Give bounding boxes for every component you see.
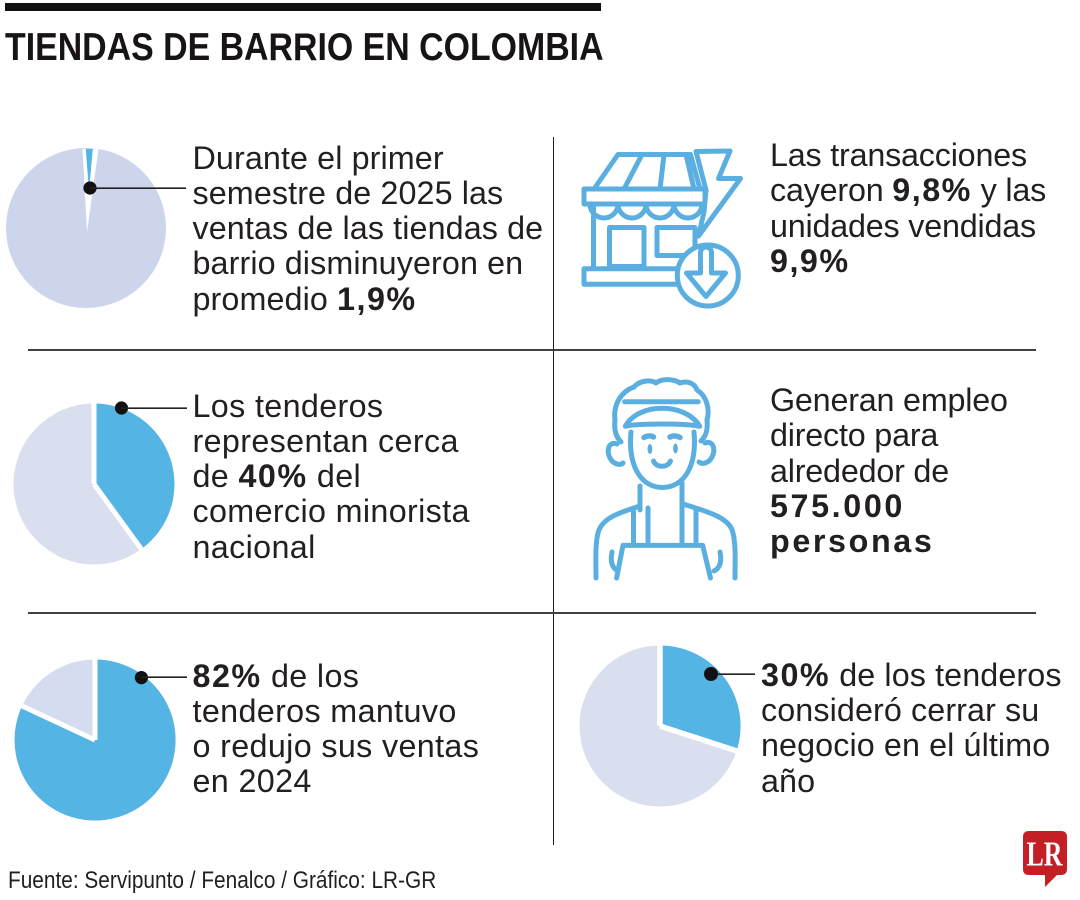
svg-text:LR: LR: [1027, 835, 1064, 873]
